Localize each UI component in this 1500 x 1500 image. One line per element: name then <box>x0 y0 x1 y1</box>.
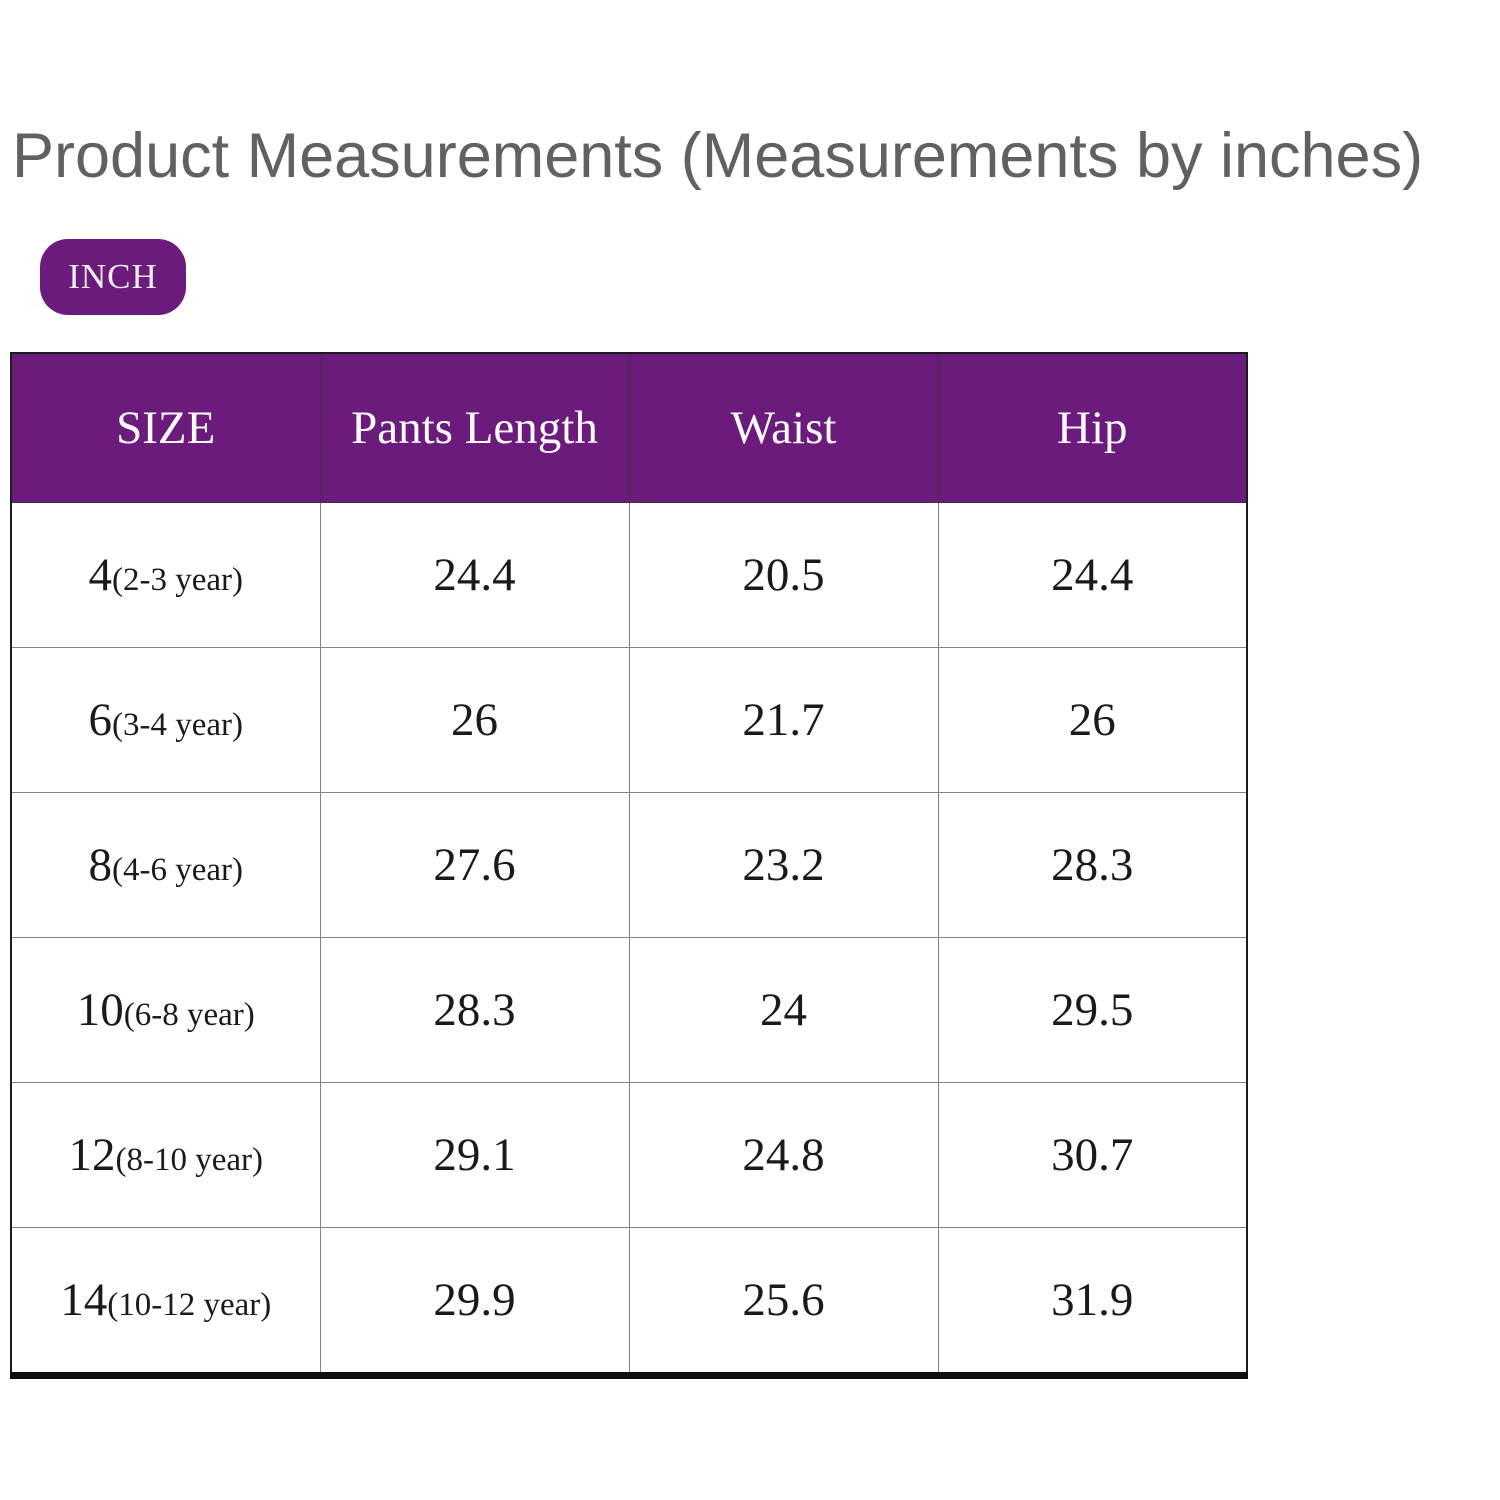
pants-length-cell: 28.3 <box>319 937 630 1083</box>
hip-cell: 28.3 <box>937 792 1248 938</box>
table-row: 4(2-3 year) 24.4 20.5 24.4 <box>10 502 1248 648</box>
size-age-range: (8-10 year) <box>115 1142 263 1178</box>
pants-length-cell: 24.4 <box>319 502 630 648</box>
size-cell: 4(2-3 year) <box>10 502 321 648</box>
size-age-range: (10-12 year) <box>107 1287 272 1323</box>
table-row: 8(4-6 year) 27.6 23.2 28.3 <box>10 792 1248 938</box>
size-age-range: (4-6 year) <box>111 852 243 888</box>
size-number: 8 <box>88 839 112 891</box>
hip-cell: 30.7 <box>937 1082 1248 1228</box>
table-row: 6(3-4 year) 26 21.7 26 <box>10 647 1248 793</box>
waist-cell: 20.5 <box>628 502 939 648</box>
waist-cell: 25.6 <box>628 1227 939 1376</box>
size-cell: 12(8-10 year) <box>10 1082 321 1228</box>
table-row: 14(10-12 year) 29.9 25.6 31.9 <box>10 1227 1248 1376</box>
size-cell: 14(10-12 year) <box>10 1227 321 1376</box>
hip-cell: 29.5 <box>937 937 1248 1083</box>
header-size: SIZE <box>10 352 321 503</box>
header-hip: Hip <box>937 352 1248 503</box>
table-row: 10(6-8 year) 28.3 24 29.5 <box>10 937 1248 1083</box>
header-pants-length: Pants Length <box>319 352 630 503</box>
pants-length-cell: 26 <box>319 647 630 793</box>
waist-cell: 21.7 <box>628 647 939 793</box>
size-age-range: (3-4 year) <box>111 707 243 743</box>
waist-cell: 23.2 <box>628 792 939 938</box>
pants-length-cell: 29.9 <box>319 1227 630 1376</box>
size-number: 4 <box>88 549 112 601</box>
pants-length-cell: 27.6 <box>319 792 630 938</box>
size-number: 14 <box>60 1274 108 1326</box>
size-chart-table: SIZE Pants Length Waist Hip 4(2-3 year) … <box>10 352 1248 1379</box>
hip-cell: 31.9 <box>937 1227 1248 1376</box>
size-cell: 8(4-6 year) <box>10 792 321 938</box>
page-title: Product Measurements (Measurements by in… <box>12 121 1424 191</box>
table-row: 12(8-10 year) 29.1 24.8 30.7 <box>10 1082 1248 1228</box>
table-header-row: SIZE Pants Length Waist Hip <box>10 352 1248 503</box>
inch-unit-label: INCH <box>68 257 158 296</box>
size-age-range: (6-8 year) <box>123 997 255 1033</box>
size-number: 10 <box>76 984 124 1036</box>
hip-cell: 26 <box>937 647 1248 793</box>
size-cell: 6(3-4 year) <box>10 647 321 793</box>
hip-cell: 24.4 <box>937 502 1248 648</box>
size-number: 6 <box>88 694 112 746</box>
waist-cell: 24.8 <box>628 1082 939 1228</box>
pants-length-cell: 29.1 <box>319 1082 630 1228</box>
waist-cell: 24 <box>628 937 939 1083</box>
inch-unit-badge: INCH <box>40 239 186 315</box>
size-cell: 10(6-8 year) <box>10 937 321 1083</box>
size-number: 12 <box>68 1129 116 1181</box>
header-waist: Waist <box>628 352 939 503</box>
size-chart-table-container: SIZE Pants Length Waist Hip 4(2-3 year) … <box>10 352 1248 1379</box>
size-age-range: (2-3 year) <box>111 562 243 598</box>
